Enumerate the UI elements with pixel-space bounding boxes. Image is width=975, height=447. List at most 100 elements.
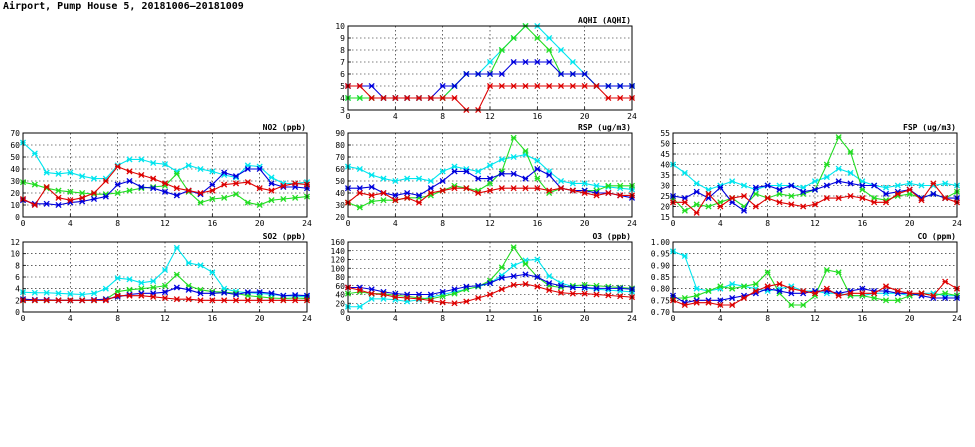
data-point [776,186,783,193]
data-point [681,199,688,206]
y-tick-label: 10 [335,22,345,31]
data-point [368,290,375,297]
data-point [486,187,494,194]
data-point [918,197,925,204]
x-tick-label: 12 [810,314,820,323]
data-point [150,185,157,192]
data-point [475,70,482,78]
data-point [581,290,588,297]
data-point [185,162,192,169]
data-point [43,183,50,191]
data-point [605,182,612,189]
data-point [67,188,74,195]
data-point [717,184,724,191]
x-tick-label: 24 [627,314,637,323]
data-point [546,187,553,194]
data-point [221,289,228,296]
data-point [534,157,541,164]
data-point [788,290,795,297]
data-point [534,185,541,192]
plot-frame [22,241,308,313]
data-point [800,287,807,295]
data-point [498,156,505,163]
data-point [392,177,399,185]
data-point [717,283,724,290]
data-point [882,287,890,295]
chart-title: RSP (ug/m3) [578,123,631,132]
y-tick-label: 60 [335,282,345,291]
y-tick-label: 0.85 [651,273,670,282]
x-tick-label: 12 [485,112,495,121]
data-point [498,286,505,293]
data-point [569,70,576,78]
data-point [693,285,700,292]
data-point [534,165,541,173]
data-point [150,293,157,300]
plot-frame [22,132,308,218]
data-point [427,94,434,102]
data-point [581,180,588,187]
y-tick-label: 20 [335,213,345,222]
y-tick-label: 30 [10,177,20,186]
y-tick-label: 4 [340,94,345,103]
data-point [800,203,807,210]
data-point [427,297,434,304]
data-point [55,297,62,304]
data-point [256,289,263,296]
data-point [510,262,517,269]
data-point [439,288,446,295]
data-point [356,287,363,294]
data-point [498,70,505,78]
data-point [67,169,74,176]
data-point [463,185,470,192]
data-point [209,187,216,194]
x-tick-label: 8 [115,314,120,323]
data-point [209,269,216,276]
series-red [669,278,961,309]
x-tick-label: 4 [68,314,73,323]
data-point [811,201,819,208]
data-point [930,190,937,197]
data-point [292,292,299,299]
data-point [380,94,387,102]
x-tick-label: 0 [346,112,351,121]
data-point [847,148,854,155]
data-point [114,292,121,299]
data-point [546,280,553,287]
data-point [161,266,169,274]
series-blue [344,271,636,298]
data-point [404,94,411,102]
data-point [67,297,74,304]
data-point [871,294,878,302]
data-point [268,297,275,304]
x-tick-label: 20 [255,314,265,323]
data-point [415,199,423,206]
x-tick-label: 16 [533,314,543,323]
data-point [43,297,50,304]
data-point [268,290,275,297]
data-point [510,34,517,42]
y-tick-label: 45 [660,150,670,159]
data-point [811,186,819,193]
data-point [232,297,240,304]
data-point [859,195,866,202]
data-point [942,180,949,187]
data-point [942,290,949,297]
data-point [31,297,38,304]
data-point [55,170,62,177]
x-tick-label: 12 [160,314,170,323]
data-point [871,199,878,206]
data-point [510,244,517,251]
x-tick-label: 8 [440,314,445,323]
x-tick-label: 4 [68,219,73,228]
data-point [451,94,458,102]
y-tick-label: 2 [15,296,20,305]
data-point [823,195,830,202]
data-point [776,199,783,206]
data-point [800,188,807,195]
data-point [463,298,470,305]
data-point [126,286,133,293]
